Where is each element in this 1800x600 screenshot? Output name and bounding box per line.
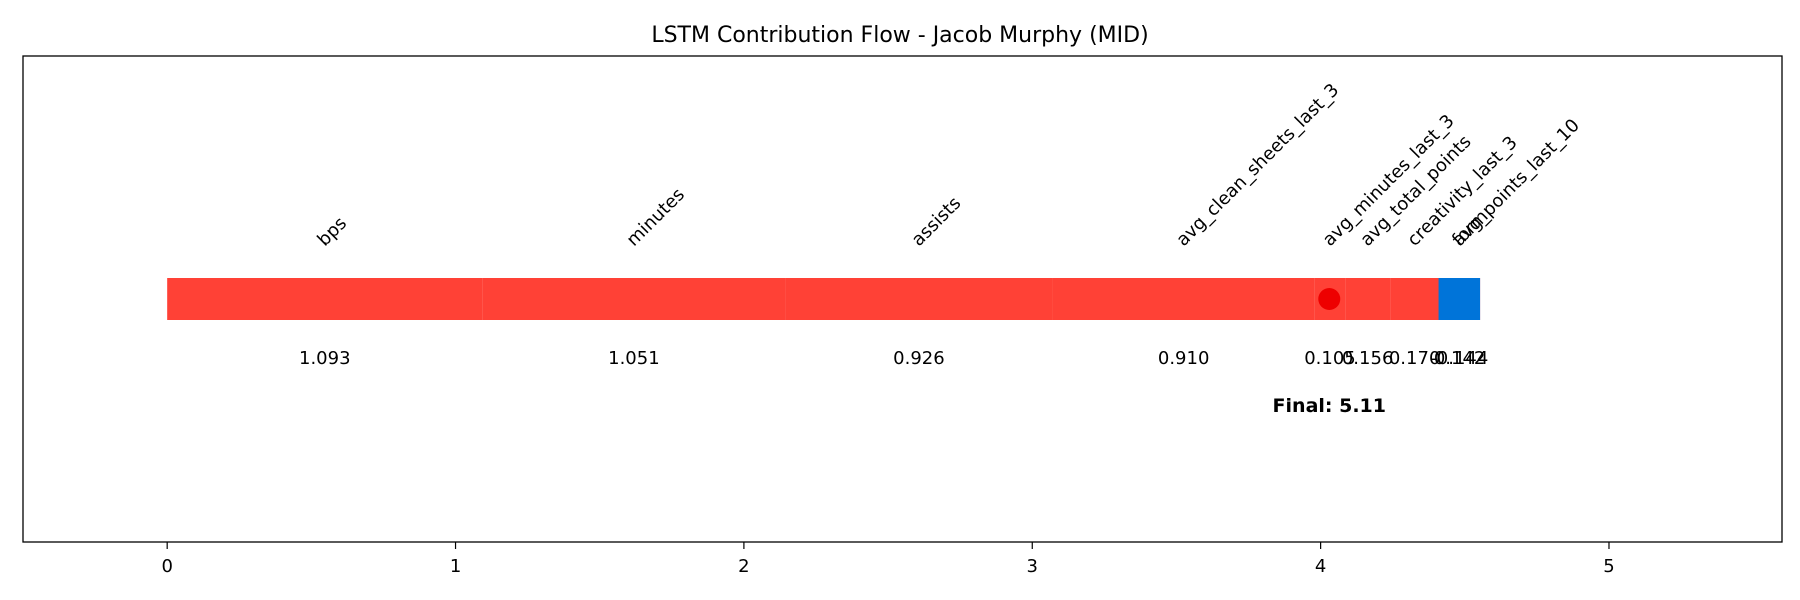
feature-label: avg_clean_sheets_last_3 bbox=[1172, 80, 1343, 251]
chart-title: LSTM Contribution Flow - Jacob Murphy (M… bbox=[651, 23, 1148, 48]
contribution-bar bbox=[167, 278, 483, 320]
x-tick-label: 1 bbox=[450, 556, 461, 577]
contribution-bar bbox=[1438, 278, 1481, 320]
x-tick-label: 2 bbox=[738, 556, 749, 577]
contribution-bar bbox=[1390, 278, 1440, 320]
value-label: 0.156 bbox=[1342, 348, 1394, 369]
value-label: 0.170 bbox=[1389, 348, 1441, 369]
x-tick-label: 3 bbox=[1027, 556, 1038, 577]
x-tick-label: 0 bbox=[161, 556, 172, 577]
contribution-bar bbox=[785, 278, 1053, 320]
x-tick-label: 5 bbox=[1603, 556, 1614, 577]
value-label: 1.051 bbox=[608, 348, 660, 369]
plot-frame bbox=[22, 55, 1783, 543]
contribution-bar bbox=[1345, 278, 1391, 320]
value-label: -0.144 bbox=[1430, 348, 1488, 369]
feature-label: assists bbox=[908, 193, 966, 251]
feature-label: minutes bbox=[623, 184, 689, 250]
final-marker bbox=[1318, 288, 1341, 310]
value-label: 1.093 bbox=[299, 348, 351, 369]
value-label: 0.910 bbox=[1158, 348, 1210, 369]
value-label: 0.142 bbox=[1434, 348, 1486, 369]
contribution-bar bbox=[482, 278, 786, 320]
contribution-bar bbox=[1052, 278, 1315, 320]
final-label: Final: 5.11 bbox=[1273, 395, 1386, 417]
value-label: 0.926 bbox=[893, 348, 945, 369]
x-tick-label: 4 bbox=[1315, 556, 1326, 577]
feature-label: bps bbox=[313, 213, 351, 251]
value-label: 0.105 bbox=[1304, 348, 1356, 369]
